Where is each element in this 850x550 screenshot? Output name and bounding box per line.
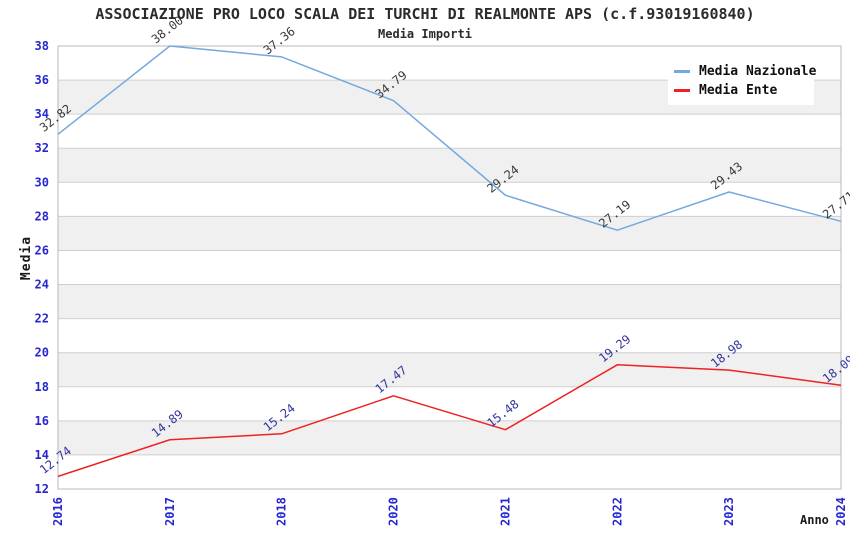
data-label: 37.36 xyxy=(261,24,298,57)
plot-band xyxy=(58,420,841,455)
legend-item-media-nazionale: Media Nazionale xyxy=(674,62,816,81)
y-tick-label: 28 xyxy=(35,209,49,223)
y-tick-label: 12 xyxy=(35,482,49,496)
legend-label: Media Nazionale xyxy=(699,64,817,79)
x-tick-label: 2022 xyxy=(610,497,624,526)
x-tick-label: 2021 xyxy=(498,497,512,526)
chart-title: ASSOCIAZIONE PRO LOCO SCALA DEI TURCHI D… xyxy=(95,5,755,23)
x-tick-label: 2024 xyxy=(834,497,848,526)
series-line-media-ente xyxy=(57,364,842,478)
legend: Media Nazionale Media Ente xyxy=(668,59,816,105)
x-tick-label: 2016 xyxy=(51,497,65,526)
legend-item-media-ente: Media Ente xyxy=(674,81,808,100)
y-tick-label: 26 xyxy=(35,243,49,257)
x-axis-title: Anno xyxy=(800,513,829,527)
y-tick-label: 22 xyxy=(35,312,49,326)
data-label: 38.00 xyxy=(149,13,186,46)
legend-label: Media Ente xyxy=(699,83,778,98)
y-tick-label: 20 xyxy=(35,346,49,360)
y-tick-label: 18 xyxy=(35,380,49,394)
x-tick-label: 2023 xyxy=(722,497,736,526)
x-tick-label: 2018 xyxy=(275,497,289,526)
plot-band xyxy=(58,284,841,319)
plot-border xyxy=(57,45,842,490)
y-tick-label: 34 xyxy=(35,107,49,121)
y-tick-label: 24 xyxy=(35,278,49,292)
legend-swatch-media-ente-icon xyxy=(674,89,690,92)
y-tick-label: 32 xyxy=(35,141,49,155)
chart-subtitle: Media Importi xyxy=(378,27,472,41)
y-tick-label: 36 xyxy=(35,73,49,87)
y-tick-label: 30 xyxy=(35,175,49,189)
y-tick-label: 16 xyxy=(35,414,49,428)
series-line-media-nazionale xyxy=(57,45,842,231)
x-tick-label: 2017 xyxy=(163,497,177,526)
plot-band xyxy=(58,148,841,183)
y-tick-label: 14 xyxy=(35,448,49,462)
data-label: 27.71 xyxy=(820,189,850,222)
legend-swatch-media-nazionale-icon xyxy=(674,70,690,73)
y-tick-label: 38 xyxy=(35,39,49,53)
plot-band xyxy=(58,216,841,251)
y-axis-title: Media xyxy=(19,235,34,281)
x-tick-label: 2020 xyxy=(387,497,401,526)
